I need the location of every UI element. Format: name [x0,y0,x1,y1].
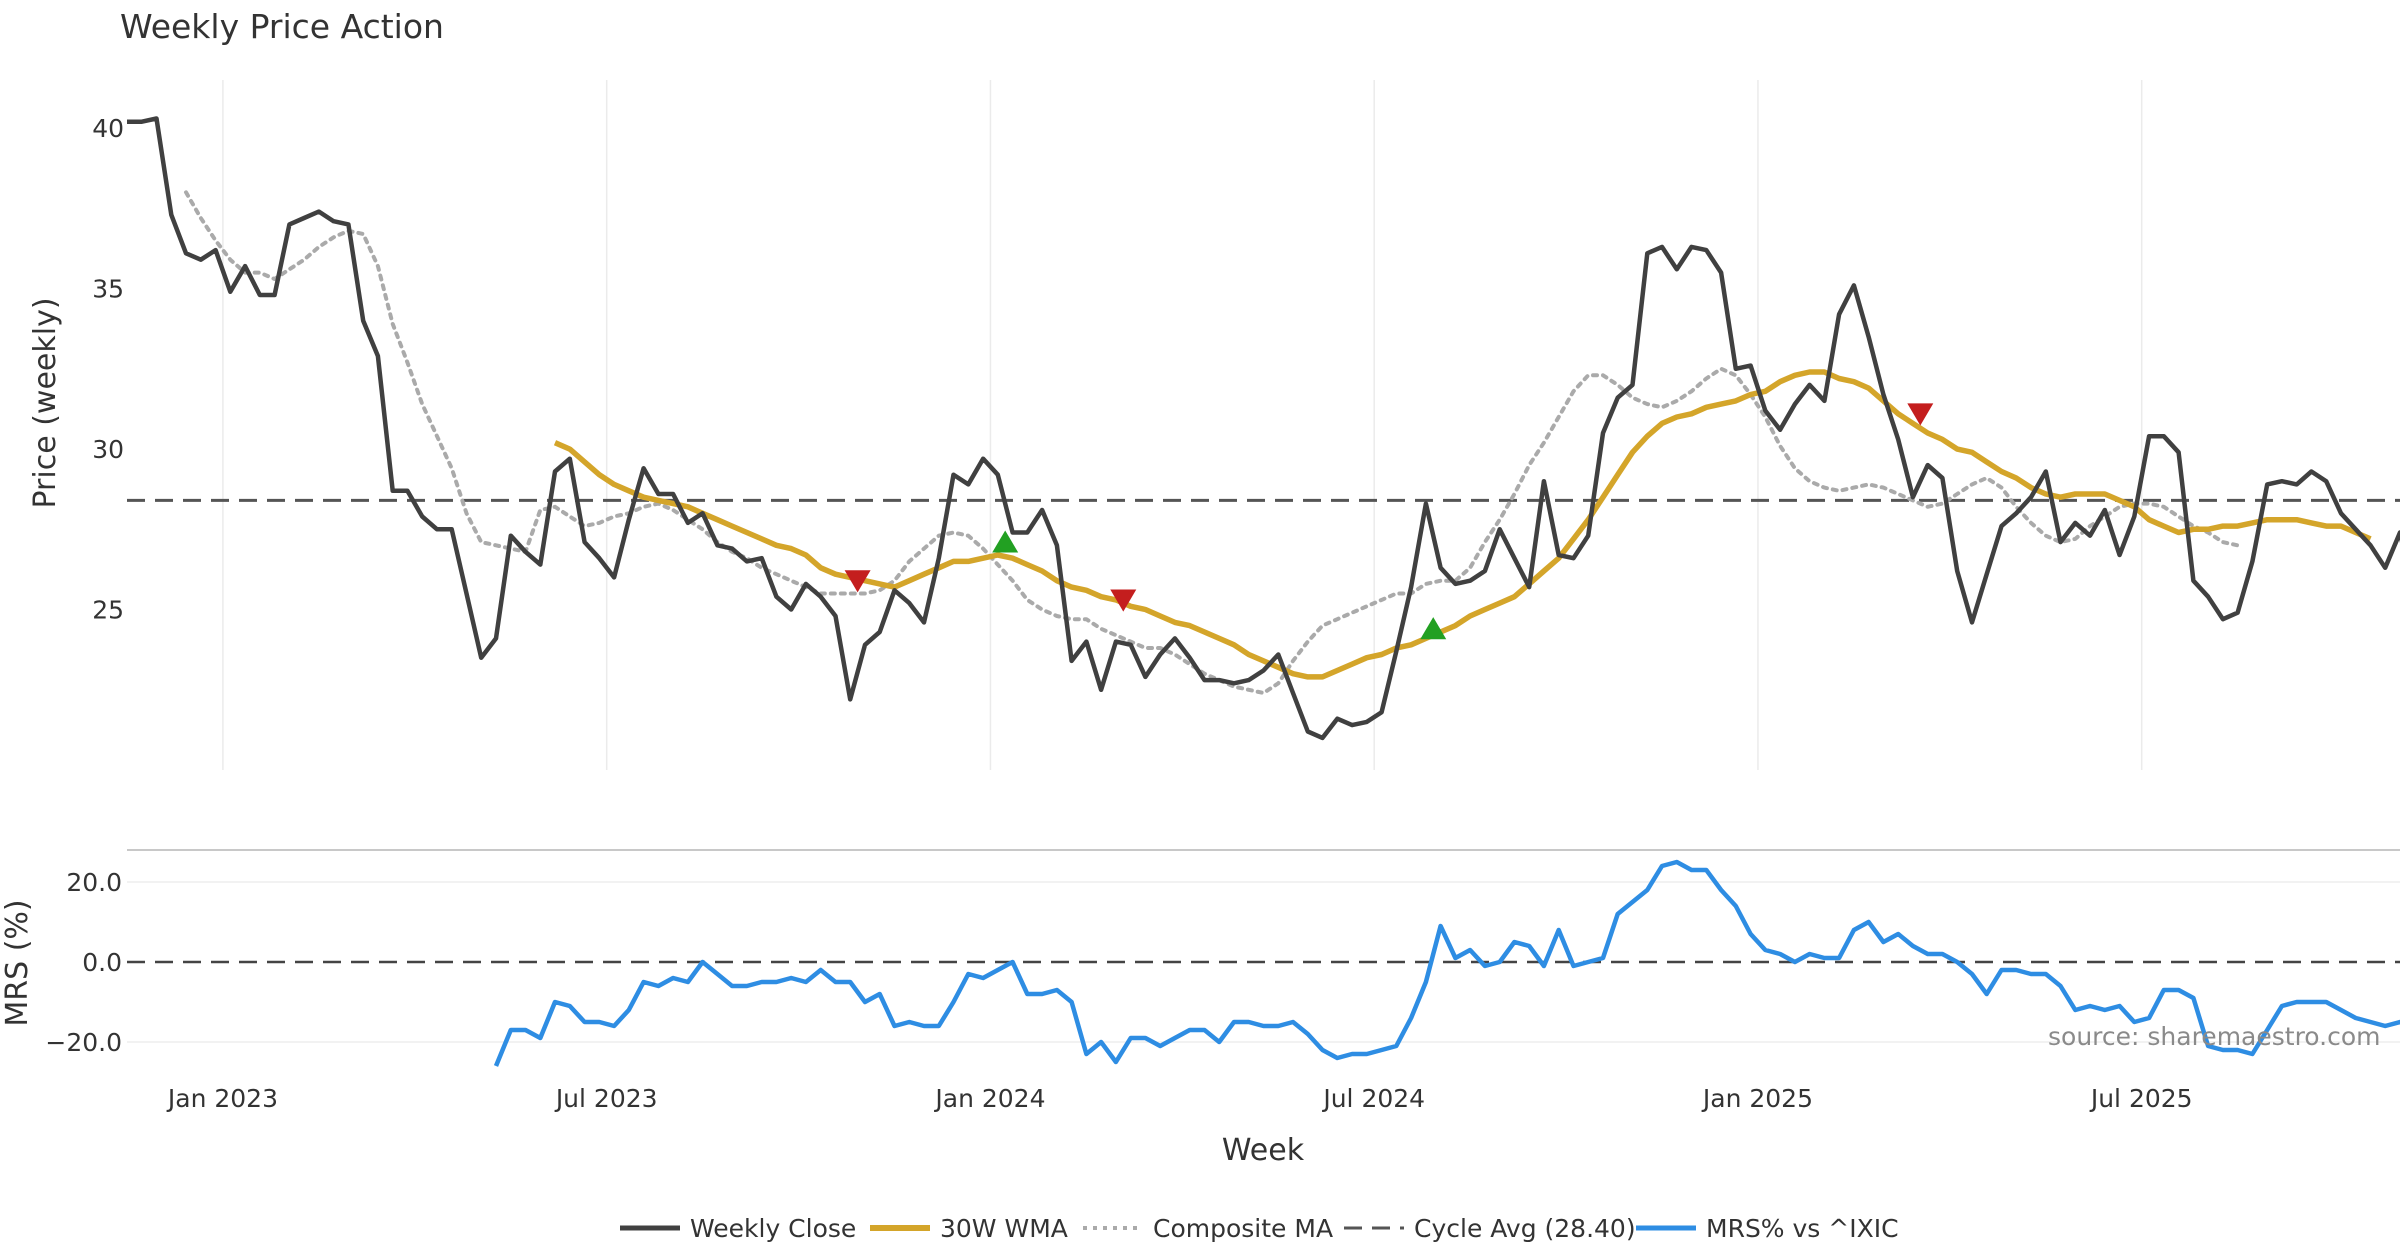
x-tick-label: Jan 2024 [933,1084,1045,1113]
x-tick-label: Jul 2025 [2089,1084,2193,1113]
mrs-y-axis-label: MRS (%) [0,899,35,1026]
price-y-ticks: 25 30 35 40 [92,114,124,624]
x-ticks: Jan 2023 Jul 2023 Jan 2024 Jul 2024 Jan 2025… [166,1084,2193,1113]
weekly-close-line [127,116,2400,741]
price-y-axis-label: Price (weekly) [28,297,63,508]
price-y-tick-label: 40 [92,114,124,143]
mrs-y-tick-label: −20.0 [45,1028,122,1057]
price-y-tick-label: 25 [92,596,124,625]
price-gridlines [222,80,2143,770]
mrs-y-tick-label: 20.0 [66,868,122,897]
signal-markers [844,403,1934,640]
sell-signal-marker [1110,589,1137,612]
sell-signal-marker [1907,403,1934,426]
x-axis-label: Week [1222,1133,1305,1168]
chart-title: Weekly Price Action [120,7,444,46]
sell-signal-marker [844,570,871,593]
price-y-tick-label: 35 [92,275,124,304]
buy-signal-marker [992,530,1019,553]
legend-label-composite-ma: Composite MA [1153,1214,1333,1243]
mrs-y-tick-label: 0.0 [82,948,122,977]
legend-label-cycle-avg-28-40: Cycle Avg (28.40) [1414,1214,1636,1243]
composite-ma-line [184,190,2240,695]
x-tick-label: Jul 2023 [554,1084,658,1113]
mrs-line [493,859,2400,1067]
legend-label-mrs-vs-ixic: MRS% vs ^IXIC [1706,1214,1899,1243]
mrs-series [493,859,2400,1067]
x-tick-label: Jan 2025 [1701,1084,1813,1113]
legend-label-30w-wma: 30W WMA [940,1214,1068,1243]
buy-signal-marker [1420,617,1447,640]
mrs-y-ticks: 20.0 0.0 −20.0 [45,868,122,1057]
x-tick-label: Jul 2024 [1321,1084,1425,1113]
price-y-tick-label: 30 [92,435,124,464]
price-series [127,116,2400,741]
x-tick-label: Jan 2023 [166,1084,278,1113]
mrs-gridlines [127,881,2400,1043]
watermark: source: sharemaestro.com [2048,1022,2381,1051]
legend-label-weekly-close: Weekly Close [690,1214,856,1243]
legend: Weekly Close 30W WMA Composite MA Cycle Avg… [620,1214,1899,1243]
